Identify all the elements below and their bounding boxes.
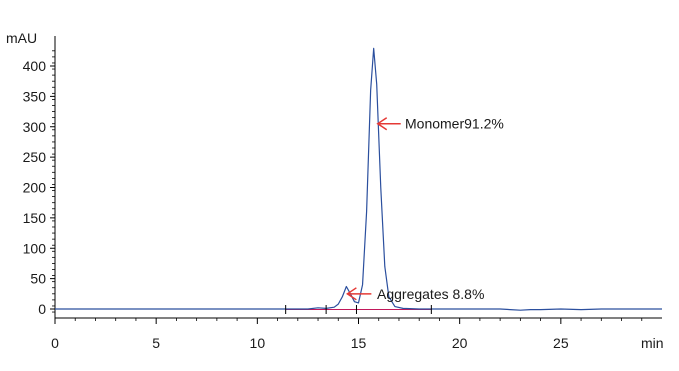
x-tick-label: 15 (351, 335, 367, 351)
y-tick-label: 250 (23, 149, 47, 165)
y-tick-label: 0 (38, 301, 46, 317)
x-tick-label: 20 (452, 335, 468, 351)
plot-area (55, 47, 662, 314)
y-tick-label: 100 (23, 240, 47, 256)
y-tick-label: 300 (23, 119, 47, 135)
x-tick-label: 5 (152, 335, 160, 351)
x-axis-unit-label: min (641, 335, 664, 351)
aggregates-label: Aggregates 8.8% (377, 286, 484, 302)
y-tick-label: 150 (23, 210, 47, 226)
y-tick-label: 400 (23, 58, 47, 74)
y-tick-label: 350 (23, 88, 47, 104)
monomer-arrow-head (376, 117, 388, 131)
y-tick-label: 50 (30, 271, 46, 287)
x-tick-label: 10 (250, 335, 266, 351)
chromatogram-trace (55, 47, 662, 311)
y-tick-label: 200 (23, 180, 47, 196)
axes: 0 50 100 150 200 250 300 350 400 0 5 10 15 20 25 mAU min (6, 30, 664, 351)
x-tick-label: 0 (51, 335, 59, 351)
y-axis-unit-label: mAU (6, 30, 37, 46)
monomer-label: Monomer91.2% (405, 116, 504, 132)
x-tick-label: 25 (553, 335, 569, 351)
annotations: Monomer91.2% Aggregates 8.8% (346, 116, 504, 302)
aggregates-arrow-head (346, 287, 357, 301)
